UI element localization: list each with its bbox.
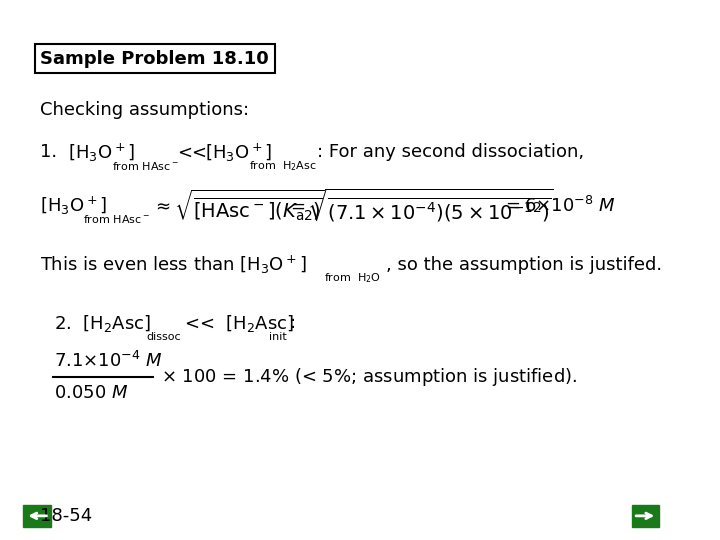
Text: $\sqrt{\overline{[\mathrm{HAsc^-}](K_{\mathrm{a2}})}}$: $\sqrt{\overline{[\mathrm{HAsc^-}](K_{\m… <box>174 188 325 224</box>
Text: $0.050$ $M$: $0.050$ $M$ <box>54 384 128 402</box>
Text: , so the assumption is justifed.: , so the assumption is justifed. <box>386 255 662 274</box>
Text: $[\mathrm{H_3O^+}]$: $[\mathrm{H_3O^+}]$ <box>40 195 107 217</box>
Text: 18-54: 18-54 <box>40 507 93 525</box>
Text: This is even less than $[\mathrm{H_3O^+}]$: This is even less than $[\mathrm{H_3O^+}… <box>40 253 307 276</box>
Text: $\approx$: $\approx$ <box>152 197 171 215</box>
Text: $\times$ 100 = 1.4% (< 5%; assumption is justified).: $\times$ 100 = 1.4% (< 5%; assumption is… <box>161 366 577 388</box>
Text: Sample Problem 18.10: Sample Problem 18.10 <box>40 50 269 68</box>
Text: $M$: $M$ <box>598 197 615 215</box>
Text: init: init <box>269 332 287 342</box>
Text: from HAsc$^-$: from HAsc$^-$ <box>84 213 150 225</box>
Text: :: : <box>290 314 296 333</box>
Text: from  H$_2$Asc: from H$_2$Asc <box>249 159 317 173</box>
Text: $7.1{\times}10^{-4}$ $M$: $7.1{\times}10^{-4}$ $M$ <box>54 351 163 371</box>
Text: from HAsc$^-$: from HAsc$^-$ <box>112 160 179 172</box>
Text: Checking assumptions:: Checking assumptions: <box>40 100 250 119</box>
Text: $\sqrt{\overline{(7.1\times10^{-4})(5\times10^{-12})}}$: $\sqrt{\overline{(7.1\times10^{-4})(5\ti… <box>307 186 554 225</box>
Text: <<: << <box>177 144 207 161</box>
Text: 1.: 1. <box>40 144 58 161</box>
Text: 2.  $[\mathrm{H_2Asc}]$: 2. $[\mathrm{H_2Asc}]$ <box>54 313 151 334</box>
Text: : For any second dissociation,: : For any second dissociation, <box>318 144 585 161</box>
Text: <<  $[\mathrm{H_2Asc}]$: << $[\mathrm{H_2Asc}]$ <box>184 313 294 334</box>
Text: $=$: $=$ <box>287 197 305 215</box>
Text: $[\mathrm{H_3O^+}]$: $[\mathrm{H_3O^+}]$ <box>204 141 271 164</box>
Text: dissoc: dissoc <box>146 332 181 342</box>
Text: $= 6{\times}10^{-8}$: $= 6{\times}10^{-8}$ <box>502 196 593 216</box>
FancyBboxPatch shape <box>632 505 660 526</box>
Text: from  H$_2$O: from H$_2$O <box>324 271 381 285</box>
Text: $[\mathrm{H_3O^+}]$: $[\mathrm{H_3O^+}]$ <box>68 141 135 164</box>
FancyBboxPatch shape <box>23 505 50 526</box>
